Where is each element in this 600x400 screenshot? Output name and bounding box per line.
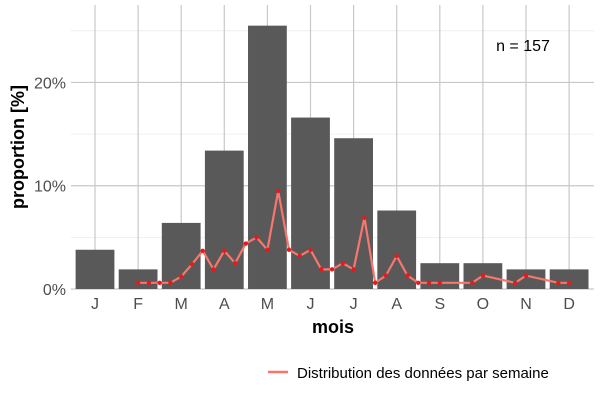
weekly-point	[157, 280, 162, 286]
x-tick-label: O	[477, 296, 489, 313]
legend: Distribution des données par semaine	[268, 365, 549, 382]
weekly-point	[308, 247, 313, 252]
weekly-point	[135, 280, 141, 286]
weekly-point	[265, 247, 270, 252]
weekly-point	[179, 274, 184, 279]
bar-m-3	[161, 222, 201, 289]
weekly-point	[222, 248, 227, 253]
weekly-point	[362, 215, 367, 220]
weekly-point	[437, 280, 442, 286]
weekly-point	[329, 267, 335, 272]
bar-f-2	[118, 269, 158, 289]
weekly-line	[135, 188, 572, 286]
bar-a-4	[204, 150, 244, 289]
weekly-point	[254, 235, 259, 240]
x-tick-label: N	[520, 296, 532, 313]
bar-d-12	[549, 269, 589, 289]
y-axis-title: proportion [%]	[8, 85, 28, 209]
x-tick-label: D	[563, 296, 575, 313]
y-tick-labels: 0% 10% 20%	[34, 75, 66, 299]
x-tick-label: J	[91, 296, 99, 313]
weekly-point	[523, 273, 529, 278]
weekly-point	[469, 280, 475, 286]
x-tick-label: A	[219, 296, 230, 313]
x-tick-label: J	[307, 296, 315, 313]
weekly-point	[394, 253, 399, 259]
y-tick-label: 10%	[34, 179, 66, 196]
n-annotation: n = 157	[496, 38, 550, 55]
weekly-point	[211, 267, 216, 272]
weekly-point	[340, 260, 346, 266]
y-tick-label: 0%	[43, 282, 66, 299]
bar-j-1	[75, 249, 115, 289]
weekly-point	[286, 247, 292, 252]
weekly-point	[232, 260, 238, 266]
x-tick-label: J	[350, 296, 358, 313]
weekly-point	[189, 262, 195, 267]
weekly-point	[426, 280, 432, 286]
weekly-point	[556, 280, 561, 286]
weekly-point	[405, 273, 410, 278]
x-tick-label: S	[434, 296, 445, 313]
weekly-point	[480, 273, 486, 278]
bar-s-9	[420, 263, 460, 289]
weekly-point	[416, 280, 421, 286]
weekly-point	[168, 280, 173, 286]
weekly-point	[351, 267, 356, 272]
x-tick-label: A	[391, 296, 402, 313]
weekly-point	[275, 188, 281, 194]
bar-j-6	[291, 117, 330, 289]
weekly-point	[297, 253, 302, 259]
weekly-point	[243, 241, 249, 246]
weekly-point	[200, 248, 205, 253]
weekly-point	[319, 267, 324, 272]
weekly-point	[383, 273, 389, 278]
legend-label: Distribution des données par semaine	[297, 365, 549, 382]
weekly-point	[513, 280, 518, 286]
x-axis-title: mois	[312, 317, 354, 337]
x-tick-label: M	[175, 296, 188, 313]
x-tick-label: M	[261, 296, 274, 313]
weekly-point	[146, 280, 152, 286]
weekly-point	[566, 280, 572, 286]
x-tick-label: F	[133, 296, 143, 313]
y-tick-label: 20%	[34, 75, 66, 92]
weekly-point	[372, 280, 378, 286]
